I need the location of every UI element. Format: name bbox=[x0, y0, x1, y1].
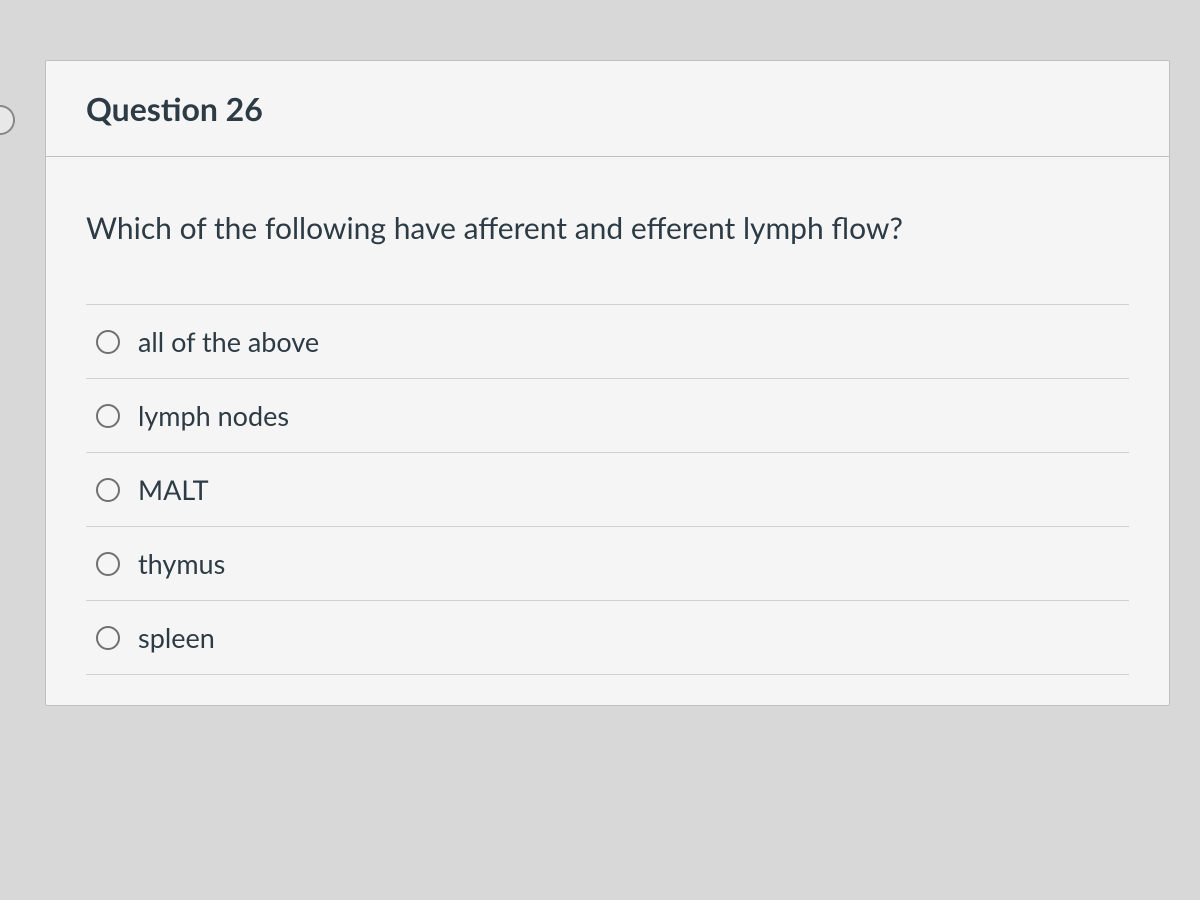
answer-label: lymph nodes bbox=[138, 399, 289, 432]
answer-label: spleen bbox=[138, 621, 215, 654]
answer-option-all-of-the-above[interactable]: all of the above bbox=[86, 305, 1129, 379]
question-body: Which of the following have afferent and… bbox=[46, 157, 1169, 705]
answer-label: thymus bbox=[138, 547, 225, 580]
answer-label: all of the above bbox=[138, 325, 319, 358]
question-title: Question 26 bbox=[86, 89, 1129, 128]
radio-spleen[interactable] bbox=[96, 626, 120, 650]
radio-lymph-nodes[interactable] bbox=[96, 404, 120, 428]
question-card: Question 26 Which of the following have … bbox=[45, 60, 1170, 706]
answer-option-lymph-nodes[interactable]: lymph nodes bbox=[86, 379, 1129, 453]
radio-malt[interactable] bbox=[96, 478, 120, 502]
answer-list: all of the above lymph nodes MALT thymus… bbox=[86, 304, 1129, 675]
answer-option-malt[interactable]: MALT bbox=[86, 453, 1129, 527]
question-header: Question 26 bbox=[46, 61, 1169, 157]
radio-thymus[interactable] bbox=[96, 552, 120, 576]
prev-question-indicator[interactable] bbox=[0, 105, 15, 135]
answer-option-spleen[interactable]: spleen bbox=[86, 601, 1129, 675]
radio-all-of-the-above[interactable] bbox=[96, 330, 120, 354]
answer-label: MALT bbox=[138, 473, 209, 506]
answer-option-thymus[interactable]: thymus bbox=[86, 527, 1129, 601]
question-prompt: Which of the following have afferent and… bbox=[86, 207, 1129, 249]
